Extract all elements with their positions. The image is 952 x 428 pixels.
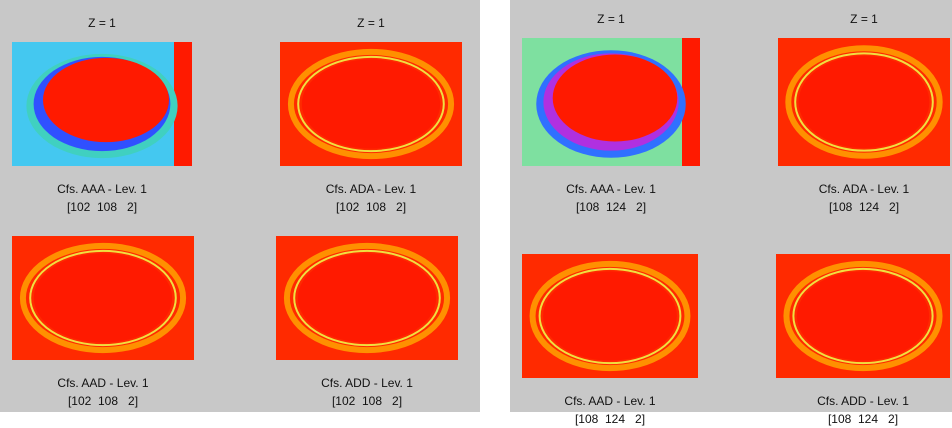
subplot: Cfs. ADD - Lev. 1[108 124 2]: [736, 0, 952, 412]
coefficient-image: [12, 236, 194, 360]
page: {"panels": [ {"subplots": [ {"title": "Z…: [0, 0, 952, 412]
subplot-caption: Cfs. AAD - Lev. 1: [482, 392, 738, 410]
subplot: Cfs. AAD - Lev. 1[102 108 2]: [0, 0, 234, 412]
coefficient-image: [276, 236, 458, 360]
subplot-size: [108 124 2]: [736, 410, 952, 428]
subplot-caption: Cfs. AAD - Lev. 1: [0, 374, 234, 392]
subplot-size: [102 108 2]: [236, 392, 498, 410]
subplot: Cfs. AAD - Lev. 1[108 124 2]: [482, 0, 738, 412]
image-shape: [797, 271, 929, 360]
subplot-caption: Cfs. ADD - Lev. 1: [736, 392, 952, 410]
subplot-caption: Cfs. ADD - Lev. 1: [236, 374, 498, 392]
image-shape: [543, 271, 677, 360]
image-shape: [34, 253, 172, 342]
image-shape: [298, 253, 436, 342]
subplot-size: [102 108 2]: [0, 392, 234, 410]
coefficient-image: [522, 254, 698, 378]
subplot-size: [108 124 2]: [482, 410, 738, 428]
subplot: Cfs. ADD - Lev. 1[102 108 2]: [236, 0, 498, 412]
coefficient-image: [776, 254, 950, 378]
